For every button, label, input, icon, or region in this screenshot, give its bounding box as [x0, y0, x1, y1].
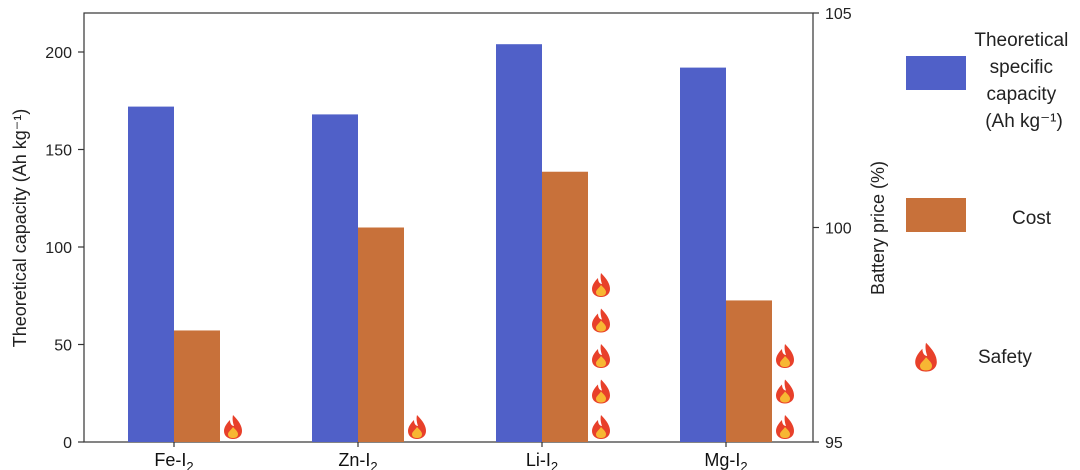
- axis-labels: 0 50 100 150 200 95 100 105 Fe-I2 Zn-I2 Li-I2 Mg-I2: [45, 6, 852, 470]
- y-left-tick-label: 200: [45, 45, 72, 62]
- bars: [128, 44, 772, 443]
- y-axis-left-title: Theoretical capacity (Ah kg⁻¹): [10, 109, 30, 348]
- bar-capacity-fe-i: [128, 106, 174, 442]
- legend-safety-label: Safety: [978, 347, 1032, 368]
- y-left-tick-label: 50: [54, 338, 72, 355]
- safety-flame-icon: [592, 273, 610, 297]
- legend: Theoretical specific capacity (Ah kg⁻¹) …: [906, 30, 1073, 372]
- y-right-tick-label: 100: [825, 221, 852, 238]
- y-right-tick-label: 95: [825, 435, 843, 452]
- safety-flame-icon: [408, 415, 426, 439]
- safety-flame-icon: [776, 344, 794, 368]
- x-tick-label: Li-I2: [526, 450, 558, 470]
- x-tick-label: Fe-I2: [154, 450, 193, 470]
- bar-capacity-zn-i: [312, 114, 358, 443]
- safety-flame-icon: [776, 379, 794, 404]
- bar-cost-mg-i: [726, 300, 772, 442]
- x-tick-label: Zn-I2: [338, 450, 377, 470]
- bar-capacity-mg-i: [680, 67, 726, 442]
- legend-capacity-swatch: [906, 56, 966, 90]
- y-left-tick-label: 150: [45, 143, 72, 160]
- y-right-tick-label: 105: [825, 6, 852, 23]
- legend-safety-icon: [915, 342, 937, 372]
- y-left-tick-label: 0: [63, 435, 72, 452]
- bar-capacity-li-i: [496, 44, 542, 442]
- safety-flame-icon: [592, 308, 610, 333]
- safety-flame-icon: [224, 415, 242, 439]
- safety-flame-icon: [592, 415, 610, 439]
- x-tick-label: Mg-I2: [704, 450, 747, 470]
- legend-cost-label: Cost: [1012, 208, 1052, 229]
- y-left-tick-label: 100: [45, 240, 72, 257]
- bar-cost-li-i: [542, 171, 588, 443]
- legend-capacity-label: Theoretical specific capacity (Ah kg⁻¹): [974, 30, 1073, 132]
- y-axis-right-title: Battery price (%): [868, 161, 888, 295]
- safety-flame-icon: [776, 415, 794, 439]
- safety-flame-icon: [592, 344, 610, 368]
- bar-cost-zn-i: [358, 227, 404, 442]
- legend-cost-swatch: [906, 198, 966, 232]
- bar-cost-fe-i: [174, 330, 220, 442]
- axes: [78, 12, 819, 447]
- safety-flame-icon: [592, 379, 610, 404]
